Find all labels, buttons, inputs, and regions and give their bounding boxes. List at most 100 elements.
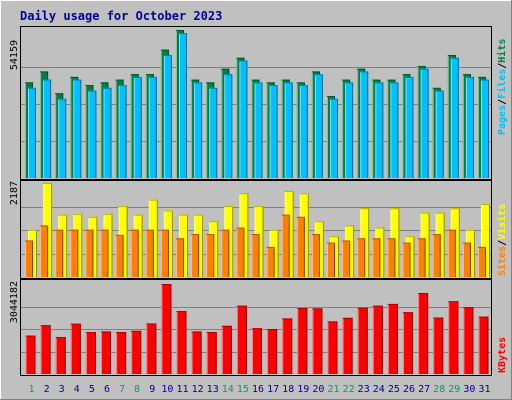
day-label-27: 27	[418, 384, 430, 395]
bar-hits-day-10-top	[160, 49, 169, 51]
bar-files-day-2-shadow	[50, 79, 52, 178]
bar-sites-day-11	[176, 238, 184, 277]
bar-sites-day-18	[281, 214, 290, 277]
bar-hits-day-26-top	[402, 74, 411, 76]
bar-files-day-17-shadow	[276, 85, 278, 178]
bar-kbytes-day-30-shadow	[472, 307, 474, 374]
bar-files-day-25	[390, 82, 399, 178]
bar-files-day-10	[163, 55, 172, 178]
bar-kbytes-day-29-top	[448, 301, 459, 303]
bar-kbytes-day-11	[176, 311, 187, 374]
bar-files-day-10-shadow	[170, 55, 172, 178]
bar-sites-day-10	[160, 229, 169, 277]
legend-hits: Hits	[496, 39, 508, 63]
bar-sites-day-17-top	[266, 246, 275, 248]
bar-sites-day-18-shadow	[288, 214, 290, 277]
bar-files-day-31-shadow	[488, 79, 489, 178]
bar-kbytes-day-6-top	[101, 331, 111, 333]
day-label-5: 5	[89, 384, 95, 395]
bar-files-day-1-shadow	[35, 87, 36, 178]
bar-visits-day-27-shadow	[428, 212, 430, 277]
bar-sites-day-16-shadow	[258, 234, 260, 277]
day-label-28: 28	[433, 384, 445, 395]
bar-kbytes-day-25-shadow	[396, 303, 398, 374]
bar-sites-day-5-top	[85, 229, 94, 231]
bar-visits-day-14-top	[224, 206, 234, 208]
bar-files-day-9-shadow	[155, 76, 157, 178]
bar-kbytes-day-28	[433, 317, 444, 374]
bar-kbytes-day-13	[206, 332, 217, 374]
bar-sites-day-18-top	[281, 214, 290, 216]
bar-hits-day-11-top	[176, 30, 184, 31]
bar-files-day-8-top	[133, 76, 142, 78]
bar-sites-day-26-top	[402, 242, 411, 244]
bar-visits-day-13-top	[209, 221, 219, 223]
bar-visits-day-16-top	[254, 206, 264, 208]
bar-sites-day-4-shadow	[77, 229, 79, 277]
bar-files-day-9-top	[148, 76, 157, 78]
bar-files-day-14-top	[224, 74, 233, 76]
bar-kbytes-day-24-shadow	[381, 305, 383, 374]
bar-files-day-5-top	[88, 90, 97, 92]
bar-sites-day-9-shadow	[152, 229, 154, 277]
bar-files-day-29-shadow	[457, 57, 459, 178]
bar-files-day-14	[224, 74, 233, 178]
bar-files-day-31-top	[481, 79, 489, 81]
bar-visits-day-17-shadow	[277, 229, 279, 277]
bar-visits-day-4-shadow	[81, 213, 83, 277]
day-label-30: 30	[463, 384, 475, 395]
bar-files-day-14-shadow	[231, 74, 233, 178]
bar-files-day-6-shadow	[110, 87, 112, 178]
bar-kbytes-day-29	[448, 301, 459, 374]
bar-kbytes-day-18	[282, 318, 293, 374]
bar-hits-day-9-top	[145, 74, 154, 76]
bar-hits-day-14-top	[221, 68, 230, 70]
bar-kbytes-day-6	[101, 331, 111, 374]
day-label-29: 29	[448, 384, 460, 395]
bar-files-day-27	[420, 68, 429, 178]
bar-visits-day-15-shadow	[247, 193, 249, 277]
bar-visits-day-29-top	[450, 208, 460, 210]
bar-kbytes-day-12-shadow	[200, 331, 202, 374]
bar-files-day-18-shadow	[291, 82, 293, 178]
bar-kbytes-day-17	[267, 329, 278, 374]
bar-visits-day-20-top	[314, 221, 324, 223]
bar-visits-day-26-shadow	[413, 236, 415, 277]
bar-kbytes-day-14-top	[221, 325, 232, 327]
bar-sites-day-1	[25, 240, 33, 277]
bar-sites-day-12-shadow	[198, 234, 200, 277]
bar-sites-day-13-shadow	[213, 234, 215, 277]
bar-visits-day-9-shadow	[156, 199, 158, 277]
bar-sites-day-20	[311, 234, 320, 277]
bar-kbytes-day-18-shadow	[291, 318, 293, 374]
bar-visits-day-22-shadow	[353, 225, 355, 277]
bar-visits-day-27-top	[420, 212, 430, 214]
bar-files-day-12-top	[194, 82, 203, 84]
bar-sites-day-15-shadow	[243, 227, 245, 277]
bar-files-day-20-shadow	[321, 74, 323, 178]
bar-kbytes-day-4-top	[70, 323, 81, 325]
bar-kbytes-day-17-shadow	[276, 329, 278, 374]
day-label-3: 3	[59, 384, 65, 395]
bar-visits-day-16-shadow	[262, 206, 264, 277]
bar-visits-day-19-shadow	[307, 193, 309, 277]
bar-hits-day-8-top	[130, 74, 139, 76]
bar-files-day-21	[330, 98, 338, 178]
legend-sites: Sites	[496, 246, 508, 276]
bar-kbytes-day-21-shadow	[336, 321, 338, 374]
bar-sites-day-21	[327, 242, 335, 277]
bar-kbytes-day-9	[146, 323, 157, 374]
bar-sites-day-6-shadow	[107, 229, 109, 277]
bar-sites-day-11-shadow	[183, 238, 184, 277]
day-label-23: 23	[358, 384, 370, 395]
bar-sites-day-20-shadow	[318, 234, 320, 277]
bar-kbytes-day-24-top	[372, 305, 383, 307]
day-label-2: 2	[44, 384, 50, 395]
bar-kbytes-day-15	[236, 305, 247, 374]
bar-visits-day-1-top	[28, 229, 37, 231]
bar-kbytes-day-27-top	[418, 292, 429, 294]
bar-visits-day-25-shadow	[398, 208, 400, 277]
bar-kbytes-day-25-top	[387, 303, 398, 305]
legend-visits: Visits	[496, 204, 508, 240]
bar-sites-day-31-top	[478, 246, 486, 248]
